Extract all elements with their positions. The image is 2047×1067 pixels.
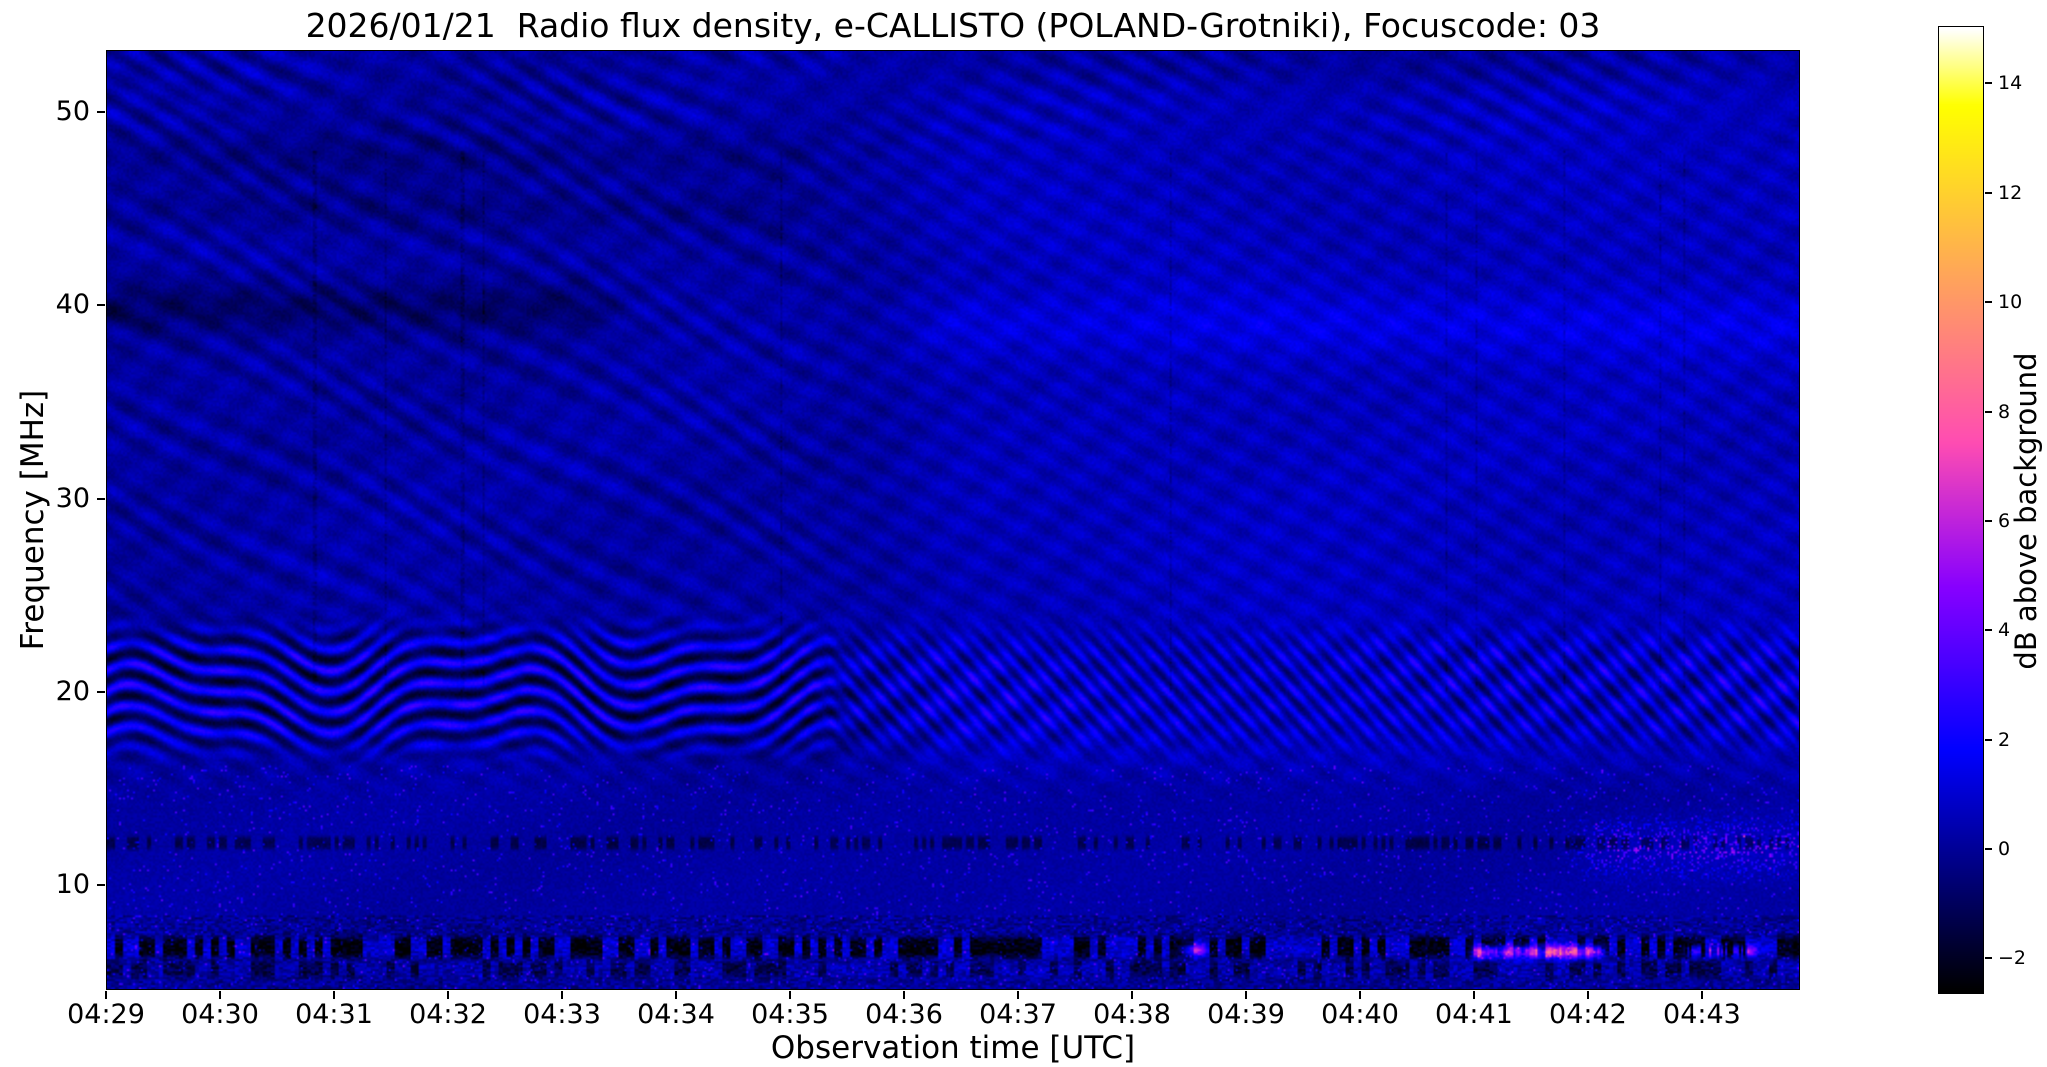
colorbar-tick-mark: [1985, 82, 1992, 85]
x-tick-mark: [560, 991, 563, 999]
x-tick-mark: [1244, 991, 1247, 999]
x-tick-label: 04:32: [409, 999, 487, 1030]
colorbar-tick-mark: [1985, 848, 1992, 851]
x-tick-mark: [1358, 991, 1361, 999]
x-tick-label: 04:31: [295, 999, 373, 1030]
x-tick-mark: [902, 991, 905, 999]
y-tick-label: 40: [55, 289, 90, 321]
x-tick-mark: [105, 991, 107, 999]
x-tick-mark: [446, 991, 449, 999]
y-tick-mark: [97, 110, 105, 113]
x-tick-label: 04:38: [1093, 999, 1171, 1030]
x-tick-label: 04:37: [979, 999, 1057, 1030]
colorbar-tick-label: 8: [1998, 400, 2011, 423]
colorbar-tick-mark: [1985, 301, 1992, 304]
colorbar-tick-mark: [1985, 519, 1992, 522]
spectrogram-canvas: [107, 51, 1799, 989]
x-axis-label: Observation time [UTC]: [770, 1030, 1136, 1066]
colorbar-tick-mark: [1985, 629, 1992, 632]
x-tick-label: 04:29: [67, 999, 145, 1030]
x-tick-label: 04:43: [1663, 999, 1741, 1030]
colorbar-tick-label: 0: [1998, 838, 2011, 861]
y-tick-mark: [97, 690, 105, 693]
x-tick-mark: [1130, 991, 1133, 999]
colorbar: [1938, 26, 1984, 994]
y-tick-mark: [97, 304, 105, 307]
x-tick-mark: [218, 991, 221, 999]
y-tick-mark: [97, 884, 105, 887]
y-tick-label: 50: [55, 95, 90, 127]
colorbar-tick-mark: [1985, 191, 1992, 194]
x-tick-mark: [674, 991, 677, 999]
x-tick-label: 04:42: [1549, 999, 1627, 1030]
x-tick-label: 04:34: [637, 999, 715, 1030]
colorbar-tick-label: 4: [1998, 619, 2011, 642]
x-tick-mark: [788, 991, 791, 999]
x-tick-mark: [1586, 991, 1589, 999]
x-tick-label: 04:33: [523, 999, 601, 1030]
x-tick-mark: [1700, 991, 1703, 999]
colorbar-tick-mark: [1985, 410, 1992, 413]
colorbar-tick-label: 6: [1998, 509, 2011, 532]
x-tick-label: 04:40: [1321, 999, 1399, 1030]
x-tick-label: 04:35: [751, 999, 829, 1030]
x-tick-label: 04:41: [1435, 999, 1513, 1030]
colorbar-tick-mark: [1985, 957, 1992, 960]
colorbar-gradient: [1939, 27, 1983, 993]
x-tick-label: 04:30: [181, 999, 259, 1030]
x-tick-label: 04:36: [865, 999, 943, 1030]
colorbar-label: dB above background: [2009, 352, 2043, 670]
y-axis-label: Frequency [MHz]: [15, 389, 51, 651]
y-tick-label: 20: [55, 675, 90, 707]
x-tick-mark: [332, 991, 335, 999]
x-tick-mark: [1016, 991, 1019, 999]
colorbar-tick-mark: [1985, 738, 1992, 741]
x-tick-label: 04:39: [1207, 999, 1285, 1030]
y-tick-mark: [97, 497, 105, 500]
colorbar-tick-label: 10: [1998, 291, 2023, 314]
plot-area: [106, 50, 1800, 990]
y-tick-label: 10: [55, 869, 90, 901]
colorbar-tick-label: 14: [1998, 72, 2023, 95]
chart-title: 2026/01/21 Radio flux density, e-CALLIST…: [305, 6, 1601, 45]
y-tick-label: 30: [55, 482, 90, 514]
x-tick-mark: [1472, 991, 1475, 999]
colorbar-tick-label: −2: [1998, 947, 2027, 970]
colorbar-tick-label: 12: [1998, 181, 2023, 204]
colorbar-tick-label: 2: [1998, 728, 2011, 751]
